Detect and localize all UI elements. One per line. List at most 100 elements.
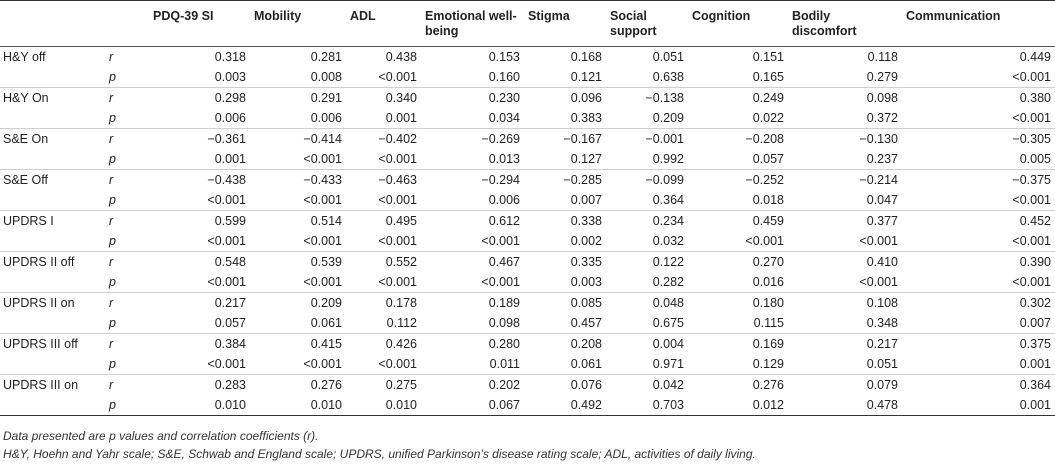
table-cell: −0.375 [902, 169, 1055, 190]
row-label: UPDRS III off [0, 333, 105, 354]
correlation-table: PDQ-39 SI Mobility ADL Emotional well-being… [0, 0, 1055, 416]
row-label [0, 149, 105, 170]
table-row: UPDRS III on r 0.283 0.276 0.275 0.202 0.076 0.… [0, 374, 1055, 395]
table-cell: 0.121 [570, 70, 602, 84]
table-cell: 0.459 [688, 210, 788, 231]
table-cell: 0.971 [652, 357, 684, 371]
table-row: H&Y On r 0.298 0.291 0.340 0.230 0.096 −0.138 0.… [0, 87, 1055, 108]
table-cell: 0.283 [143, 374, 250, 395]
table-cell: 0.010 [143, 395, 250, 416]
table-body: H&Y off r 0.318 0.281 0.438 0.153 0.168 0.051 0.… [0, 47, 1055, 416]
table-cell: −0.361 [143, 128, 250, 149]
stat-symbol: p [109, 316, 116, 330]
column-header: Emotional well-being [421, 0, 524, 47]
row-label [0, 108, 105, 129]
table-cell: <0.001 [481, 275, 520, 289]
column-header: Cognition [688, 0, 788, 47]
table-cell: −0.438 [143, 169, 250, 190]
footnote-abbreviations: H&Y, Hoehn and Yahr scale; S&E, Schwab a… [3, 446, 756, 461]
table-cell: <0.001 [378, 70, 417, 84]
table-cell: <0.001 [378, 357, 417, 371]
table-cell: 0.006 [310, 111, 342, 125]
table-cell: 0.013 [488, 152, 520, 166]
table-cell: 0.122 [606, 251, 688, 272]
table-cell: 0.703 [606, 395, 688, 416]
table-row: p 0.003 0.008 <0.001 0.160 0.121 0.638 0.165 0.2… [0, 67, 1055, 88]
table-cell: −0.433 [250, 169, 346, 190]
table-cell: <0.001 [1012, 111, 1051, 125]
table-cell: −0.214 [788, 169, 902, 190]
table-cell: 0.001 [385, 111, 417, 125]
table-cell: 0.298 [143, 87, 250, 108]
row-label: UPDRS I [0, 210, 105, 231]
table-row: p 0.001 <0.001 <0.001 0.013 0.127 0.992 0.057 0.… [0, 149, 1055, 170]
table-cell: 0.208 [524, 333, 606, 354]
table-row: S&E On r −0.361 −0.414 −0.402 −0.269 −0.167 −0.… [0, 128, 1055, 149]
table-cell: 0.118 [867, 50, 898, 64]
table-cell: 0.302 [902, 292, 1055, 313]
table-cell: 0.016 [752, 275, 784, 289]
table-cell: 0.096 [524, 87, 606, 108]
table-cell: 0.165 [752, 70, 784, 84]
table-cell: 0.005 [1019, 152, 1051, 166]
table-cell: 0.047 [866, 193, 898, 207]
table-cell: 0.279 [866, 70, 898, 84]
table-cell: 0.003 [570, 275, 602, 289]
stat-symbol: r [105, 251, 143, 272]
table-cell: 0.237 [866, 152, 898, 166]
row-label [0, 231, 105, 252]
stat-symbol: p [109, 234, 116, 248]
table-cell: 0.057 [214, 316, 246, 330]
table-cell: <0.001 [1012, 234, 1051, 248]
table-cell: 0.234 [606, 210, 688, 231]
row-label: H&Y On [0, 87, 105, 108]
row-label [0, 313, 105, 334]
table-cell: <0.001 [859, 234, 898, 248]
table-cell: <0.001 [303, 357, 342, 371]
stat-symbol: p [109, 275, 116, 289]
table-cell: 0.348 [866, 316, 898, 330]
table-row: p <0.001 <0.001 <0.001 0.006 0.007 0.364 0.018 0… [0, 190, 1055, 211]
table-cell: 0.061 [310, 316, 342, 330]
stat-symbol: r [105, 128, 143, 149]
stat-symbol: r [105, 87, 143, 108]
table-cell: 0.318 [214, 50, 246, 64]
table-cell: 0.364 [652, 193, 684, 207]
table-cell: 0.340 [346, 87, 421, 108]
table-cell: 0.276 [250, 374, 346, 395]
table-cell: 0.514 [250, 210, 346, 231]
table-cell: <0.001 [378, 275, 417, 289]
column-header [105, 0, 143, 47]
table-cell: <0.001 [378, 152, 417, 166]
table-cell: −0.285 [524, 169, 606, 190]
stat-symbol: p [109, 193, 116, 207]
row-label: UPDRS III on [0, 374, 105, 395]
table-cell: 0.375 [902, 333, 1055, 354]
table-cell: 0.061 [570, 357, 602, 371]
table-cell: 0.006 [488, 193, 520, 207]
table-cell: <0.001 [303, 152, 342, 166]
stat-symbol: p [109, 111, 116, 125]
table-cell: 0.057 [752, 152, 784, 166]
table-cell: 0.270 [688, 251, 788, 272]
table-cell: 0.338 [524, 210, 606, 231]
table-cell: −0.208 [688, 128, 788, 149]
table-cell: 0.076 [524, 374, 606, 395]
table-row: p <0.001 <0.001 <0.001 <0.001 0.002 0.032 <0.00… [0, 231, 1055, 252]
table-cell: 0.002 [570, 234, 602, 248]
table-cell: 0.127 [570, 152, 602, 166]
table-row: p <0.001 <0.001 <0.001 0.011 0.061 0.971 0.129 0… [0, 354, 1055, 375]
table-cell: 0.282 [652, 275, 684, 289]
table-row: UPDRS III off r 0.384 0.415 0.426 0.280 0.208 0… [0, 333, 1055, 354]
table-cell: <0.001 [745, 234, 784, 248]
table-cell: −0.402 [346, 128, 421, 149]
table-row: UPDRS II off r 0.548 0.539 0.552 0.467 0.335 0.… [0, 251, 1055, 272]
table-cell: 0.048 [606, 292, 688, 313]
stat-symbol: r [105, 210, 143, 231]
row-label [0, 272, 105, 293]
table-cell: 0.004 [606, 333, 688, 354]
table-cell: 0.599 [143, 210, 250, 231]
column-header [0, 0, 105, 47]
table-cell: 0.003 [214, 70, 246, 84]
table-cell: <0.001 [378, 193, 417, 207]
